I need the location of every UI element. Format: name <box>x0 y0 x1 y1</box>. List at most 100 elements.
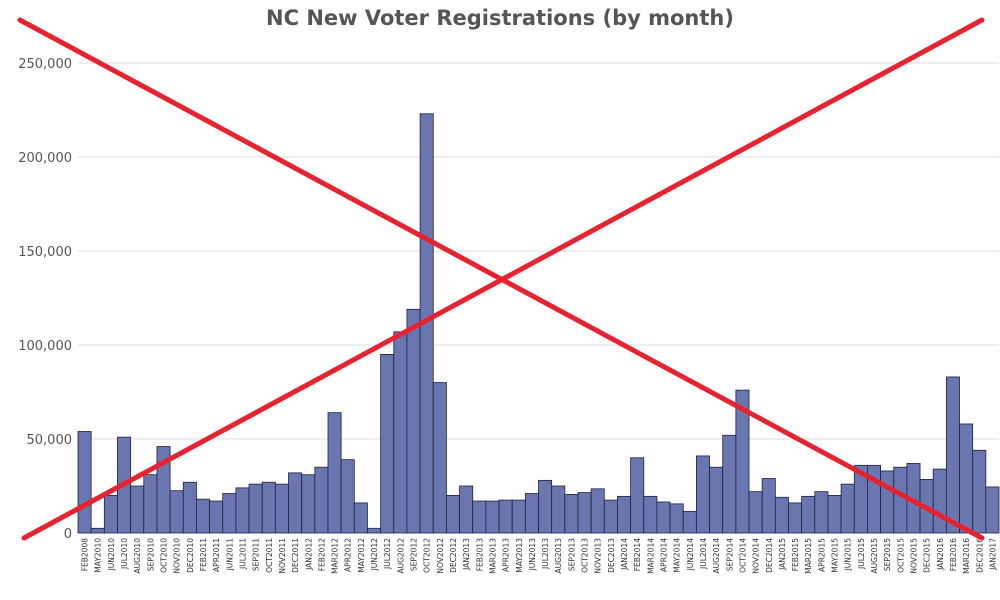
x-tick-label: JUN2012 <box>370 538 379 572</box>
bar <box>328 413 341 533</box>
x-tick-label: OCT2014 <box>738 538 747 573</box>
bar <box>354 503 367 533</box>
x-tick-label: SEP2013 <box>567 538 576 571</box>
x-tick-label: JUN2010 <box>107 538 116 572</box>
x-tick-label: JUN2011 <box>225 538 234 572</box>
x-tick-label: JUL2013 <box>541 538 550 570</box>
bar <box>565 494 578 533</box>
x-tick-label: OCT2010 <box>160 538 169 573</box>
y-tick-label: 50,000 <box>27 433 73 448</box>
y-tick-label: 250,000 <box>18 57 72 72</box>
bar <box>223 494 236 533</box>
bar <box>960 424 973 533</box>
bar <box>762 478 775 533</box>
bar <box>407 309 420 533</box>
x-tick-label: MAY2012 <box>357 538 366 573</box>
bar <box>78 431 91 533</box>
bar <box>394 332 407 533</box>
bar <box>696 456 709 533</box>
x-tick-label: MAY2013 <box>515 538 524 573</box>
bar <box>723 435 736 533</box>
x-tick-label: DEC2011 <box>291 538 300 573</box>
x-tick-label: JAN2014 <box>620 538 629 571</box>
x-tick-label: JUN2014 <box>686 538 695 572</box>
x-tick-label: JUL2014 <box>699 538 708 570</box>
x-tick-label: APR2015 <box>817 538 826 572</box>
y-tick-label: 0 <box>64 527 72 542</box>
x-tick-label: MAR2014 <box>646 538 655 574</box>
bar <box>788 503 801 533</box>
bar <box>894 467 907 533</box>
x-tick-label: OCT2013 <box>581 538 590 573</box>
x-tick-label: JAN2013 <box>462 538 471 571</box>
x-tick-label: FEB2008 <box>81 538 90 572</box>
x-tick-label: JAN2016 <box>936 538 945 571</box>
x-tick-label: MAR2015 <box>804 538 813 574</box>
bar <box>91 528 104 533</box>
bar <box>670 504 683 533</box>
y-tick-label: 150,000 <box>18 245 72 260</box>
x-tick-label: APR2014 <box>659 538 668 572</box>
x-tick-label: MAR2013 <box>488 538 497 574</box>
bar <box>552 486 565 533</box>
x-tick-label: DEC2012 <box>449 538 458 573</box>
bar <box>315 467 328 533</box>
x-tick-label: MAY2010 <box>94 538 103 573</box>
bar <box>591 489 604 533</box>
bar <box>104 495 117 533</box>
x-tick-label: NOV2015 <box>909 538 918 574</box>
x-tick-label: APR2011 <box>212 538 221 572</box>
x-tick-label: FEB2014 <box>633 538 642 572</box>
bar <box>710 467 723 533</box>
x-tick-label: DEC2014 <box>765 538 774 573</box>
bar <box>460 486 473 533</box>
x-tick-label: FEB2013 <box>475 538 484 572</box>
x-tick-label: MAY2014 <box>673 538 682 573</box>
x-tick-label: DEC2013 <box>607 538 616 573</box>
x-tick-label: JAN2012 <box>304 538 313 571</box>
y-tick-label: 100,000 <box>18 339 72 354</box>
x-tick-label: NOV2010 <box>173 538 182 574</box>
bar <box>210 501 223 533</box>
bar <box>196 499 209 533</box>
x-tick-label: NOV2014 <box>752 538 761 574</box>
bar <box>131 486 144 533</box>
bar <box>170 491 183 533</box>
bar <box>631 458 644 533</box>
bar <box>183 482 196 533</box>
bar <box>828 495 841 533</box>
bar <box>841 484 854 533</box>
y-tick-label: 200,000 <box>18 151 72 166</box>
x-tick-label: AUG2012 <box>396 538 405 574</box>
bar <box>381 354 394 533</box>
x-tick-label: DEC2015 <box>923 538 932 573</box>
x-tick-label: JUL2011 <box>238 538 247 570</box>
x-tick-label: MAR2012 <box>331 538 340 574</box>
bar <box>512 500 525 533</box>
bar <box>973 450 986 533</box>
y-axis-ticks: 0 50,000 100,000 150,000 200,000 250,000 <box>18 57 72 542</box>
bar <box>433 383 446 533</box>
x-tick-label: SEP2010 <box>146 538 155 571</box>
x-tick-label: DEC2016 <box>975 538 984 573</box>
x-tick-label: APR2013 <box>502 538 511 572</box>
x-tick-label: APR2012 <box>344 538 353 572</box>
bar <box>499 500 512 533</box>
gridlines <box>78 63 999 439</box>
x-tick-label: DEC2010 <box>186 538 195 573</box>
x-tick-label: NOV2013 <box>594 538 603 574</box>
x-tick-label: JAN2015 <box>778 538 787 571</box>
x-tick-label: AUG2010 <box>133 538 142 574</box>
x-tick-label: FEB2011 <box>199 538 208 572</box>
bar <box>473 501 486 533</box>
x-tick-label: AUG2015 <box>870 538 879 574</box>
x-tick-label: JAN2017 <box>988 538 997 571</box>
bar <box>617 496 630 533</box>
bar <box>775 497 788 533</box>
x-tick-label: FEB2012 <box>317 538 326 572</box>
bar <box>749 492 762 533</box>
x-tick-label: SEP2012 <box>410 538 419 571</box>
bar <box>275 484 288 533</box>
x-tick-label: OCT2015 <box>896 538 905 573</box>
